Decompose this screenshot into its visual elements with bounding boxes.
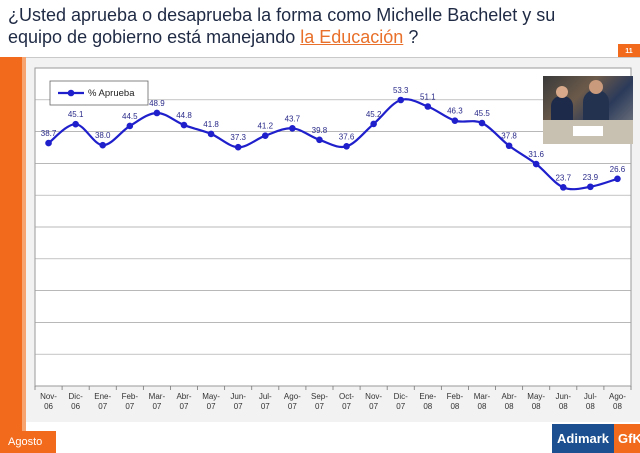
data-label: 38.7	[41, 129, 57, 138]
data-label: 37.3	[230, 133, 246, 142]
x-tick-label: Ene- 07	[94, 392, 112, 411]
x-tick-label: Mar- 08	[473, 392, 491, 411]
data-point	[207, 130, 215, 138]
data-point	[72, 120, 79, 128]
data-point	[180, 121, 188, 129]
x-tick-label: Ago- 07	[283, 392, 301, 411]
question-highlight-link[interactable]: la Educación	[300, 27, 404, 47]
data-label: 44.8	[176, 111, 192, 120]
data-label: 53.3	[393, 86, 409, 95]
legend-swatch-marker	[67, 89, 75, 97]
data-point	[289, 125, 296, 132]
data-label: 44.5	[122, 112, 138, 121]
logo-adimark-text: Adimark	[552, 424, 615, 453]
data-label: 37.6	[339, 132, 355, 141]
x-tick-label: Jul- 08	[583, 392, 597, 411]
adimark-gfk-logo: Adimark GfK	[552, 424, 640, 453]
chart-grid	[34, 67, 632, 387]
students-classroom-photo	[543, 76, 633, 144]
slide-number-badge: 11	[618, 44, 640, 60]
data-point	[451, 117, 459, 124]
x-tick-label: Dic- 07	[393, 392, 408, 411]
data-label: 31.6	[528, 150, 544, 159]
x-tick-label: Ene- 08	[419, 392, 437, 411]
x-tick-label: Ago- 08	[609, 392, 626, 411]
x-tick-label: Nov- 07	[365, 392, 383, 411]
survey-question: ¿Usted aprueba o desaprueba la forma com…	[8, 4, 608, 48]
data-point	[126, 122, 134, 130]
data-label: 38.0	[95, 131, 111, 140]
question-suffix: ?	[403, 27, 419, 47]
data-label: 41.8	[203, 120, 219, 129]
x-tick-label: Nov- 06	[40, 392, 57, 411]
x-tick-label: Abr- 07	[176, 392, 192, 411]
x-tick-label: May- 07	[202, 392, 220, 411]
data-label: 43.7	[285, 114, 301, 123]
data-point	[532, 160, 540, 168]
chart-legend: % Aprueba	[49, 80, 149, 106]
x-tick-label: Jun- 07	[230, 392, 246, 411]
data-point	[397, 96, 405, 104]
data-point	[370, 120, 377, 128]
data-point	[316, 136, 323, 144]
data-point	[424, 103, 432, 110]
data-label: 23.9	[583, 173, 599, 182]
x-tick-label: Sep- 07	[311, 392, 328, 411]
x-tick-label: Feb- 08	[446, 392, 464, 411]
data-point	[99, 141, 107, 149]
data-label: 48.9	[149, 99, 165, 108]
question-line-1: ¿Usted aprueba o desaprueba la forma com…	[8, 5, 556, 25]
data-point	[614, 175, 621, 183]
data-label: 39.8	[312, 126, 328, 135]
data-label: 26.6	[610, 165, 626, 174]
logo-gfk-text: GfK	[614, 424, 640, 453]
x-axis	[34, 386, 632, 390]
data-point	[587, 183, 594, 191]
left-accent-bar	[0, 57, 22, 453]
series-line	[47, 98, 618, 191]
x-tick-label: Feb- 07	[121, 392, 139, 411]
data-label: 45.1	[68, 110, 84, 119]
left-accent-bar-inner	[22, 57, 26, 453]
data-label: 46.3	[447, 107, 463, 116]
x-tick-label: Oct- 07	[338, 392, 355, 411]
data-label: 45.5	[474, 109, 490, 118]
legend-label: % Aprueba	[88, 88, 135, 99]
data-label: 23.7	[555, 173, 571, 182]
x-tick-label: Abr- 08	[501, 392, 517, 411]
data-point	[559, 184, 567, 191]
footer-period-label: Agosto	[0, 431, 56, 453]
data-label: 37.8	[501, 132, 517, 141]
data-point	[153, 109, 161, 117]
data-label: 51.1	[420, 92, 436, 101]
x-tick-label: Mar- 07	[148, 392, 166, 411]
data-point	[343, 143, 350, 150]
data-point	[45, 139, 52, 147]
data-label: 45.2	[366, 110, 382, 119]
data-label: 41.2	[257, 122, 273, 131]
x-tick-label: Jun- 08	[555, 392, 572, 411]
x-tick-label: Dic- 06	[68, 392, 83, 411]
data-point	[478, 119, 486, 127]
data-point	[261, 132, 269, 140]
x-tick-label: May- 08	[527, 392, 546, 411]
data-point	[505, 142, 513, 150]
data-point	[234, 143, 242, 151]
question-line-2: equipo de gobierno está manejando	[8, 27, 301, 47]
series-aprueba: 38.7 45.1 38.0 44.5 48.9 44.8 41.8 37.3 41.2 43.7…	[41, 86, 626, 191]
x-tick-label: Jul- 07	[258, 392, 272, 411]
